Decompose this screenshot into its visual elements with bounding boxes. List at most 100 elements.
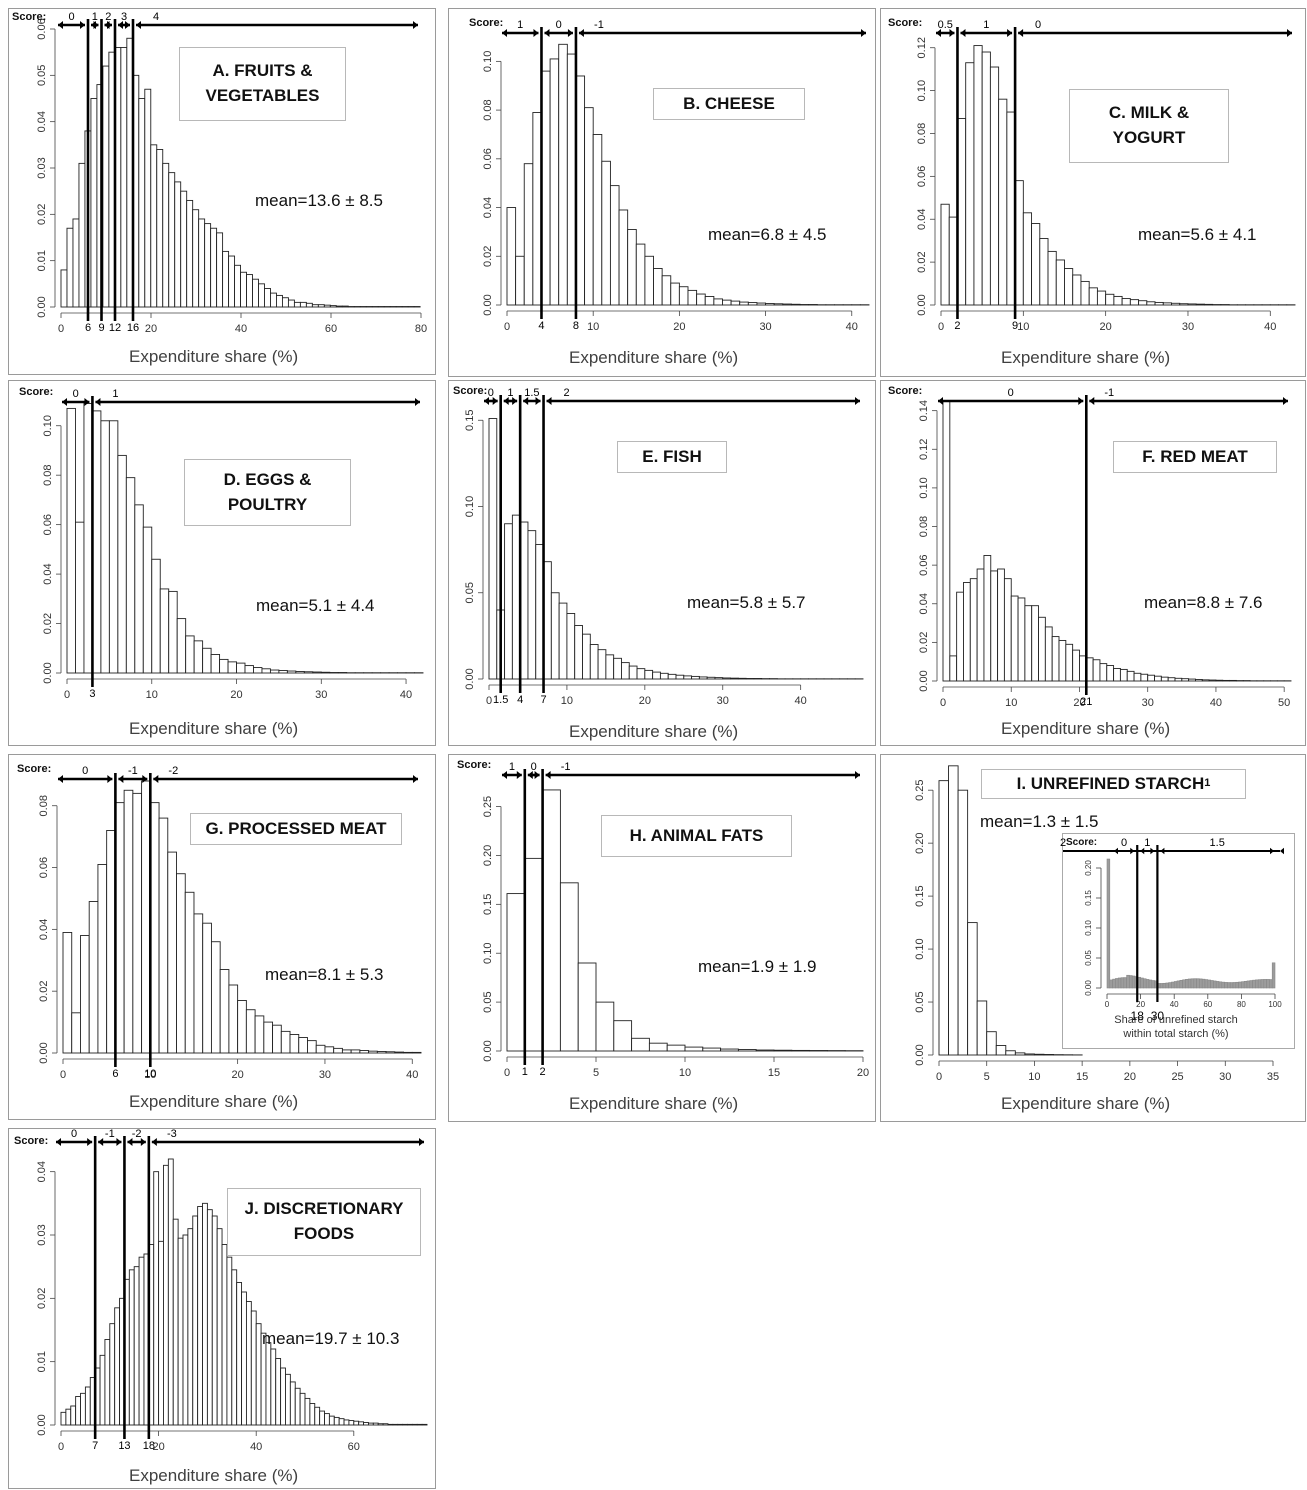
x-tick-label: 0 [58,1441,64,1453]
x-tick-label: 0 [60,1069,66,1081]
score-label: Score: [19,386,53,398]
histogram-bar [1230,680,1237,681]
histogram-bar [1100,664,1107,681]
score-arrowhead [547,397,552,405]
x-tick-label: 40 [235,323,247,335]
y-tick-label: 0.02 [918,632,930,653]
score-arrowhead [517,771,522,779]
histogram-bar [560,883,578,1051]
x-tick-label: 80 [1237,1000,1246,1009]
histogram-bar [194,914,203,1053]
histogram-bar [193,210,199,307]
histogram-bar [89,902,98,1053]
histogram-bar [621,663,629,679]
histogram-bar [282,298,288,307]
histogram-bar [1143,979,1146,988]
histogram-bar [404,1052,413,1053]
histogram-bar [145,89,151,307]
mean-annotation: mean=8.8 ± 7.6 [1144,593,1263,613]
histogram-bar [1127,671,1134,681]
x-tick-label: 0 [486,695,492,707]
x-tick-label: 20 [639,695,651,707]
cutoff-label: 16 [127,322,139,334]
histogram-bar [159,1241,164,1425]
y-tick-label: 0.00 [38,1042,50,1063]
histogram-bar [193,1216,198,1425]
histogram-bar [1011,596,1018,681]
cutoff-label: 4 [538,320,544,332]
histogram-bar [354,1421,359,1425]
score-arrowhead [1280,848,1284,854]
x-tick-label: 40 [250,1441,262,1453]
histogram-bar [364,1422,369,1425]
histogram-bar [294,302,300,307]
y-tick-label: 0.06 [482,148,494,169]
histogram-bar [662,276,671,305]
histogram-bar [628,229,637,305]
x-axis-label: Expenditure share (%) [129,719,298,739]
y-tick-label: 0.02 [38,980,50,1001]
y-tick-label: 0.10 [42,415,54,436]
x-tick-label: 30 [1182,321,1194,333]
y-tick-label: 0.01 [36,250,48,271]
histogram-bar [103,66,109,307]
y-tick-label: 0.00 [482,1040,494,1061]
histogram-bar [398,1424,403,1425]
chart-title: A. FRUITS & VEGETABLES [179,47,346,121]
y-tick-label: 0.06 [916,166,928,187]
histogram-bar [305,1398,310,1425]
histogram-bar [321,672,329,673]
y-tick-label: 0.00 [482,294,494,315]
histogram-bar [107,830,116,1053]
histogram-bar [135,505,143,673]
histogram-bar [115,1308,120,1425]
histogram-bar [1120,669,1127,681]
histogram-bar [1052,637,1059,681]
histogram-bar [1233,982,1236,988]
histogram-bar [614,658,622,679]
histogram-bar [637,669,645,679]
cutoff-label: 1 [522,1066,528,1078]
score-arrowhead [1018,29,1023,37]
histogram-bar [422,1424,427,1425]
score-label: Score: [888,17,922,29]
histogram-bar [1195,679,1202,681]
y-tick-label: 0.15 [464,410,476,431]
histogram-bar [1093,660,1100,681]
histogram-bar [676,675,684,679]
histogram-bar [722,300,731,305]
histogram-bar [559,603,567,679]
histogram-bar [81,1393,86,1425]
histogram-bar [685,1047,703,1051]
histogram-bar [330,306,336,307]
score-value: 2 [563,387,569,399]
x-axis-label: Expenditure share (%) [1001,719,1170,739]
histogram-bar [264,1022,273,1053]
score-value: 4 [153,11,159,23]
histogram-bar [578,963,596,1051]
histogram-bar [1213,981,1216,988]
histogram-bar [943,401,950,681]
histogram-bar [151,145,157,307]
histogram-bar [1208,980,1211,988]
score-value: 0 [531,761,537,773]
histogram-bar [262,669,270,673]
histogram-bar [129,1270,134,1425]
histogram-bar [1097,291,1105,305]
x-tick-label: 15 [1076,1071,1088,1083]
histogram-bar [417,1424,422,1425]
histogram-bar [1216,680,1223,681]
score-arrowhead [413,775,418,783]
cutoff-label: 13 [118,1440,130,1452]
histogram-bar [528,531,536,679]
x-tick-label: 20 [857,1067,869,1079]
histogram-bar [349,1421,354,1425]
histogram-bar [1182,679,1189,681]
histogram-bar [1189,679,1196,681]
score-arrowhead [415,398,420,406]
